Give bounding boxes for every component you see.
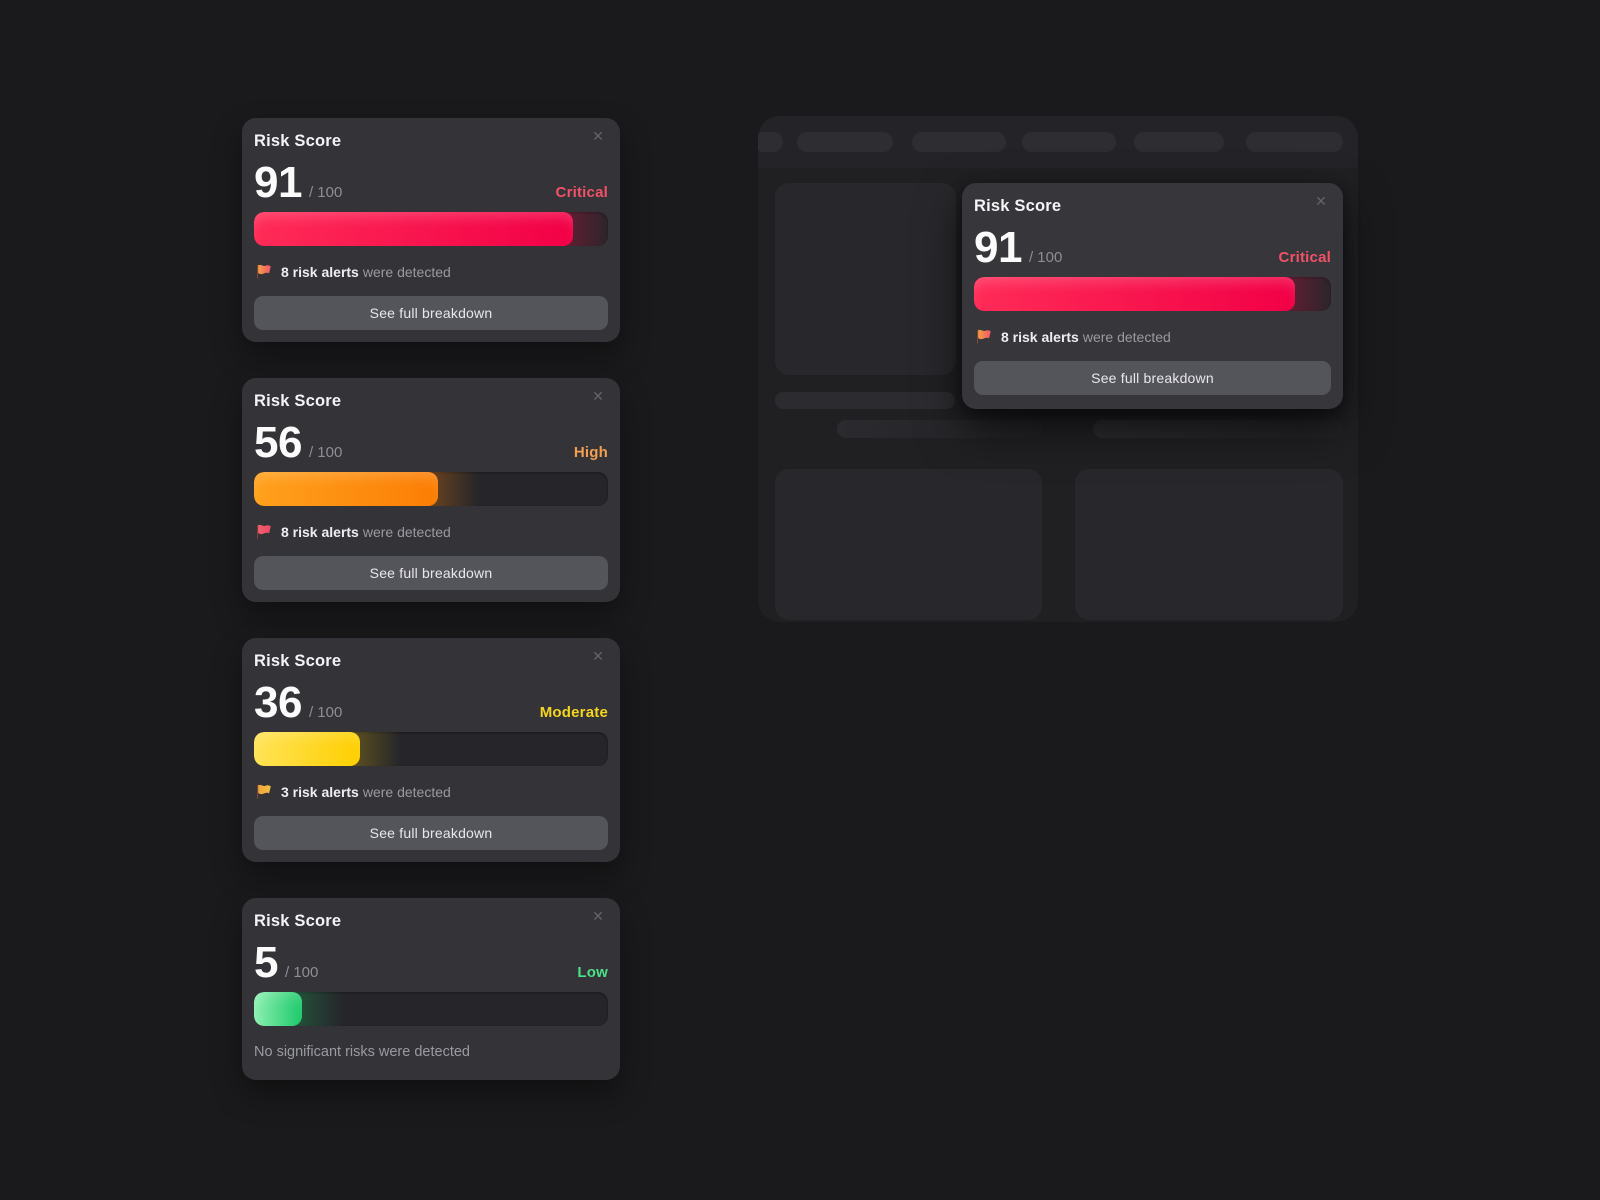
score-row: 5 / 100 Low (254, 938, 608, 987)
alert-count-text: 8 risk alerts (281, 263, 359, 280)
skeleton-pill (837, 420, 1042, 438)
alert-row: 8 risk alerts were detected (254, 522, 608, 542)
close-icon[interactable]: ✕ (592, 648, 604, 664)
score-value: 56 (254, 418, 302, 467)
alert-row: 8 risk alerts were detected (254, 262, 608, 282)
card-title: Risk Score (974, 197, 1062, 215)
alert-count-text: 3 risk alerts (281, 783, 359, 800)
progress-track (254, 211, 608, 246)
progress-fill (254, 731, 361, 766)
skeleton-line (775, 392, 955, 409)
nav-pill (797, 132, 893, 152)
nav-pill (1134, 132, 1224, 152)
severity-badge: Critical (1278, 249, 1331, 266)
see-full-breakdown-button[interactable]: See full breakdown (254, 295, 608, 330)
alert-rest-text: were detected (362, 263, 451, 280)
alert-count-text: 8 risk alerts (1001, 328, 1079, 345)
placeholder-block (775, 469, 1042, 620)
nav-pill (758, 132, 783, 152)
skeleton-pill (1093, 420, 1343, 438)
nav-pill (1246, 132, 1343, 152)
risk-score-card-low: Risk Score ✕ 5 / 100 Low No significant … (242, 898, 620, 1080)
score-value: 36 (254, 678, 302, 727)
placeholder-block (1075, 469, 1343, 620)
severity-badge: Critical (555, 184, 608, 201)
progress-track (254, 991, 608, 1026)
score-row: 91 / 100 Critical (254, 158, 608, 207)
score-denominator: / 100 (1028, 249, 1063, 266)
flag-icon (256, 784, 271, 799)
risk-score-card-high: Risk Score ✕ 56 / 100 High 8 risk alerts… (242, 378, 620, 602)
flag-icon (256, 264, 271, 279)
score-denominator: / 100 (308, 184, 343, 201)
nav-pill (1022, 132, 1116, 152)
card-title: Risk Score (254, 392, 342, 410)
alert-rest-text: were detected (362, 523, 451, 540)
score-denominator: / 100 (308, 444, 343, 461)
card-title: Risk Score (254, 912, 342, 930)
severity-badge: Moderate (539, 704, 608, 721)
mock-navbar (758, 116, 1358, 168)
progress-track (254, 731, 608, 766)
score-denominator: / 100 (284, 964, 319, 981)
progress-track (254, 471, 608, 506)
progress-track (974, 276, 1331, 311)
risk-score-popup: Risk Score ✕ 91 / 100 Critical 8 risk al… (962, 183, 1343, 409)
see-full-breakdown-button[interactable]: See full breakdown (974, 360, 1331, 395)
alert-row: 3 risk alerts were detected (254, 782, 608, 802)
severity-badge: High (573, 444, 608, 461)
no-risk-message: No significant risks were detected (254, 1043, 470, 1060)
see-full-breakdown-button[interactable]: See full breakdown (254, 815, 608, 850)
score-value: 5 (254, 938, 278, 987)
risk-score-card-critical: Risk Score ✕ 91 / 100 Critical 8 risk al… (242, 118, 620, 342)
alert-rest-text: were detected (362, 783, 451, 800)
risk-score-card-moderate: Risk Score ✕ 36 / 100 Moderate 3 risk al… (242, 638, 620, 862)
score-row: 36 / 100 Moderate (254, 678, 608, 727)
severity-badge: Low (577, 964, 608, 981)
close-icon[interactable]: ✕ (592, 908, 604, 924)
score-value: 91 (974, 223, 1022, 272)
flag-icon (256, 524, 271, 539)
alert-row: 8 risk alerts were detected (974, 327, 1331, 347)
flag-icon (976, 329, 991, 344)
score-row: 56 / 100 High (254, 418, 608, 467)
close-icon[interactable]: ✕ (592, 388, 604, 404)
nav-pill (912, 132, 1006, 152)
progress-fill (254, 211, 573, 246)
see-full-breakdown-button[interactable]: See full breakdown (254, 555, 608, 590)
alert-rest-text: were detected (1082, 328, 1171, 345)
alert-count-text: 8 risk alerts (281, 523, 359, 540)
placeholder-block (775, 183, 956, 375)
card-title: Risk Score (254, 652, 342, 670)
progress-fill (974, 276, 1296, 311)
score-denominator: / 100 (308, 704, 343, 721)
score-value: 91 (254, 158, 302, 207)
close-icon[interactable]: ✕ (1315, 193, 1327, 209)
score-row: 91 / 100 Critical (974, 223, 1331, 272)
close-icon[interactable]: ✕ (592, 128, 604, 144)
progress-fill (254, 471, 439, 506)
card-title: Risk Score (254, 132, 342, 150)
progress-fill (254, 991, 302, 1026)
